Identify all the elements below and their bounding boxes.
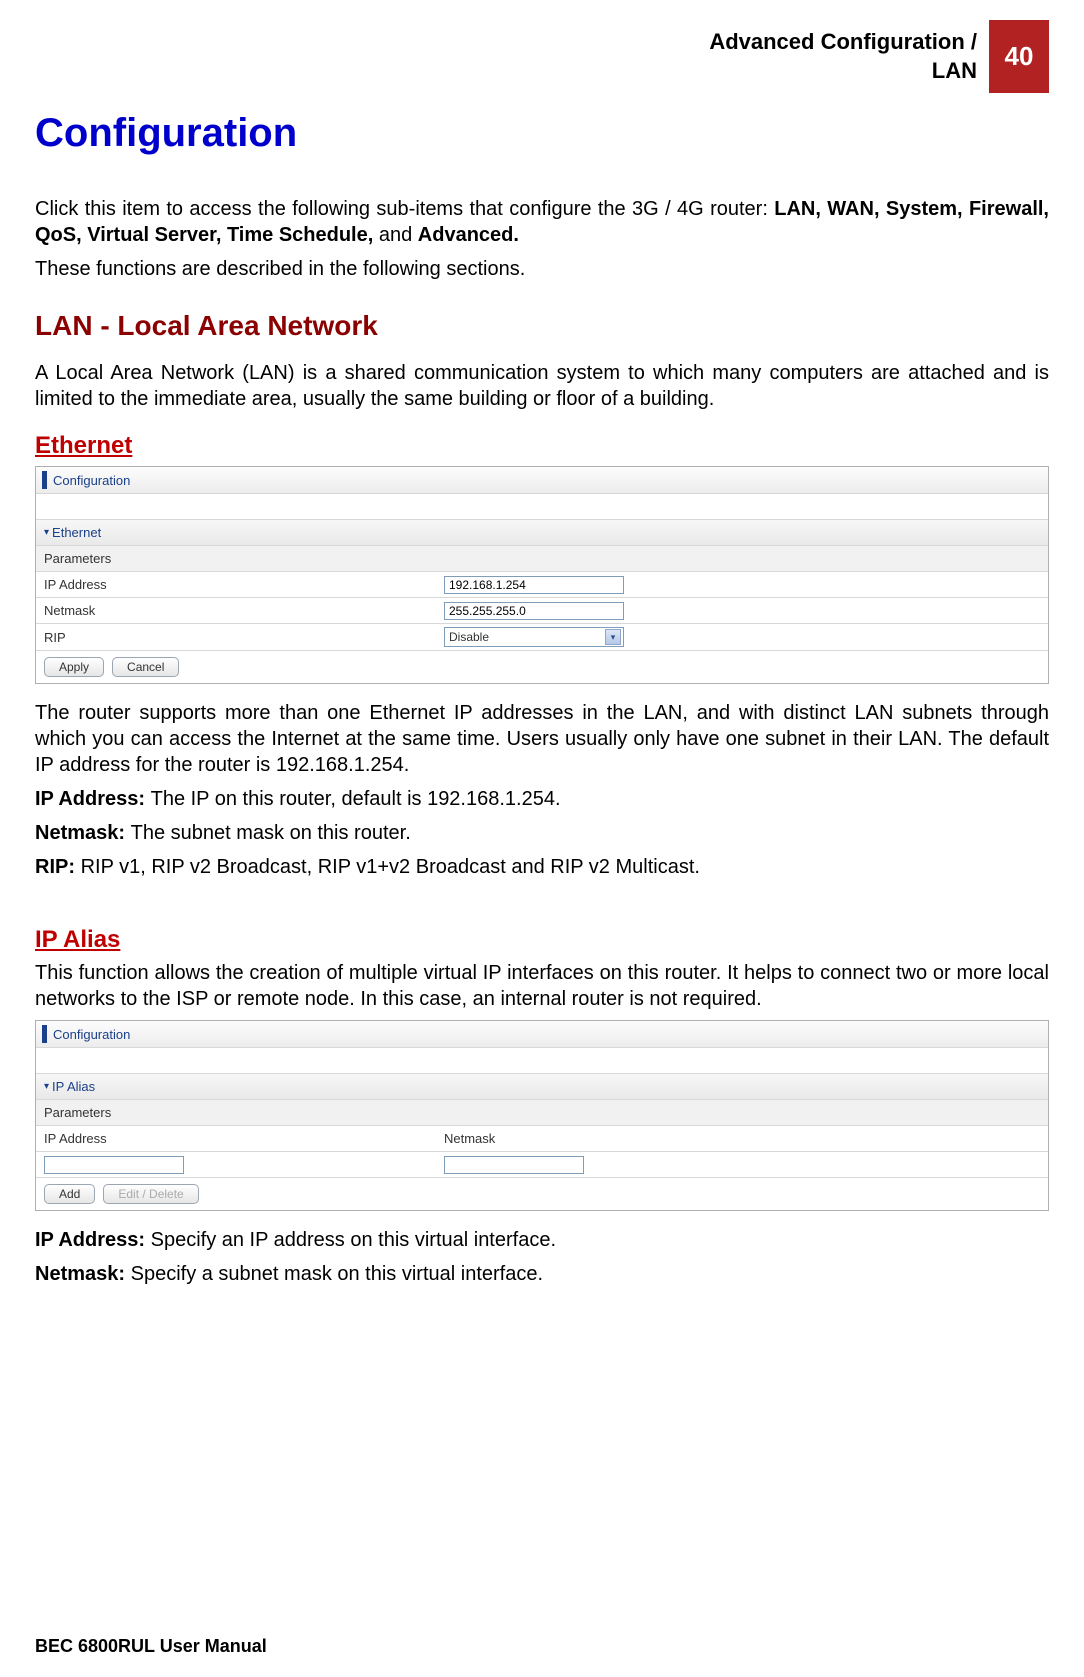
ipalias-netmask-bullet: Netmask: Specify a subnet mask on this v… [35, 1261, 1049, 1287]
ipalias-section-label: IP Alias [52, 1079, 95, 1094]
netmask-label: Netmask [44, 603, 444, 618]
intro-text: Click this item to access the following … [35, 198, 774, 220]
ethernet-section-label: Ethernet [52, 525, 101, 540]
ipalias-button-row: Add Edit / Delete [36, 1178, 1048, 1210]
rip-select[interactable]: Disable ▾ [444, 627, 624, 647]
ipalias-ip-input[interactable] [44, 1156, 184, 1174]
intro-advanced: Advanced. [418, 224, 519, 246]
ipalias-col-ip: IP Address [44, 1131, 444, 1146]
rip-row: RIP Disable ▾ [36, 624, 1048, 651]
ipalias-config-header-label: Configuration [53, 1027, 130, 1042]
page-title: Configuration [35, 111, 1049, 156]
ipalias-ip-bullet-label: IP Address: [35, 1229, 151, 1251]
ipalias-parameters-row: Parameters [36, 1100, 1048, 1126]
ipalias-intro: This function allows the creation of mul… [35, 960, 1049, 1012]
ipalias-ip-bullet: IP Address: Specify an IP address on thi… [35, 1227, 1049, 1253]
rip-label: RIP [44, 630, 444, 645]
config-header-label: Configuration [53, 473, 130, 488]
chevron-down-icon: ▾ [605, 629, 621, 645]
rip-selected-value: Disable [449, 630, 489, 644]
ipalias-title: IP Alias [35, 926, 1049, 954]
ip-address-input[interactable] [444, 576, 624, 594]
intro-paragraph-2: These functions are described in the fol… [35, 256, 1049, 282]
accent-bar-icon [42, 1025, 47, 1043]
edit-delete-button[interactable]: Edit / Delete [103, 1184, 198, 1204]
breadcrumb-line2: LAN [932, 58, 977, 83]
ipalias-netmask-bullet-text: Specify a subnet mask on this virtual in… [131, 1263, 543, 1285]
netmask-row: Netmask [36, 598, 1048, 624]
breadcrumb: Advanced Configuration / LAN [709, 20, 989, 93]
lan-section-desc: A Local Area Network (LAN) is a shared c… [35, 360, 1049, 412]
page-number-badge: 40 [989, 20, 1049, 93]
ipalias-col-netmask: Netmask [444, 1131, 844, 1146]
intro-paragraph-1: Click this item to access the following … [35, 196, 1049, 248]
rip-bullet-label: RIP: [35, 856, 81, 878]
netmask-input[interactable] [444, 602, 624, 620]
ethernet-netmask-bullet: Netmask: The subnet mask on this router. [35, 820, 1049, 846]
netmask-bullet-text: The subnet mask on this router. [131, 822, 411, 844]
ipalias-netmask-bullet-label: Netmask: [35, 1263, 131, 1285]
cancel-button[interactable]: Cancel [112, 657, 179, 677]
lan-section-title: LAN - Local Area Network [35, 310, 1049, 342]
ipalias-config-header-row: Configuration [36, 1021, 1048, 1048]
add-button[interactable]: Add [44, 1184, 95, 1204]
ipalias-columns-row: IP Address Netmask [36, 1126, 1048, 1152]
ip-address-row: IP Address [36, 572, 1048, 598]
spacer-row [36, 494, 1048, 520]
spacer-row [36, 1048, 1048, 1074]
rip-bullet-text: RIP v1, RIP v2 Broadcast, RIP v1+v2 Broa… [81, 856, 700, 878]
ethernet-title: Ethernet [35, 432, 1049, 460]
netmask-bullet-label: Netmask: [35, 822, 131, 844]
config-header-row: Configuration [36, 467, 1048, 494]
ipalias-inputs-row [36, 1152, 1048, 1178]
ethernet-button-row: Apply Cancel [36, 651, 1048, 683]
ipalias-netmask-input[interactable] [444, 1156, 584, 1174]
page-header: Advanced Configuration / LAN 40 [35, 20, 1049, 93]
ethernet-collapsible-header[interactable]: Ethernet [36, 520, 1048, 546]
intro-and: and [379, 224, 418, 246]
accent-bar-icon [42, 471, 47, 489]
ip-address-label: IP Address [44, 577, 444, 592]
ip-bullet-label: IP Address: [35, 788, 151, 810]
ethernet-rip-bullet: RIP: RIP v1, RIP v2 Broadcast, RIP v1+v2… [35, 854, 1049, 880]
ip-bullet-text: The IP on this router, default is 192.16… [151, 788, 561, 810]
ethernet-desc: The router supports more than one Ethern… [35, 700, 1049, 778]
ethernet-config-panel: Configuration Ethernet Parameters IP Add… [35, 466, 1049, 684]
breadcrumb-line1: Advanced Configuration / [709, 29, 977, 54]
apply-button[interactable]: Apply [44, 657, 104, 677]
footer-text: BEC 6800RUL User Manual [35, 1636, 267, 1657]
parameters-row: Parameters [36, 546, 1048, 572]
ethernet-ip-bullet: IP Address: The IP on this router, defau… [35, 786, 1049, 812]
ipalias-ip-bullet-text: Specify an IP address on this virtual in… [151, 1229, 556, 1251]
document-page: Advanced Configuration / LAN 40 Configur… [0, 0, 1084, 1677]
ipalias-collapsible-header[interactable]: IP Alias [36, 1074, 1048, 1100]
ipalias-config-panel: Configuration IP Alias Parameters IP Add… [35, 1020, 1049, 1211]
